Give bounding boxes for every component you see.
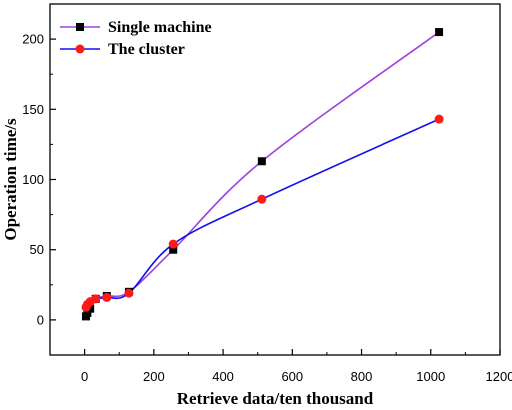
x-tick-label: 400: [212, 369, 234, 384]
series-point-circle: [91, 294, 101, 304]
series-point-circle: [434, 114, 444, 124]
series-point-square: [169, 245, 178, 254]
x-tick-label: 0: [81, 369, 88, 384]
legend-marker-circle: [75, 44, 85, 54]
series-point-circle: [168, 239, 178, 249]
legend-marker-square: [76, 23, 84, 31]
series-point-square: [257, 157, 266, 166]
legend-label: Single machine: [108, 19, 212, 36]
x-tick-label: 1200: [486, 369, 512, 384]
series-lines: [85, 31, 440, 317]
series-point-square: [435, 28, 444, 37]
series-markers: [81, 28, 444, 321]
series-point-circle: [124, 288, 134, 298]
legend-label: The cluster: [108, 41, 185, 58]
y-tick-label: 50: [30, 242, 44, 257]
x-tick-label: 200: [143, 369, 165, 384]
series-point-square: [83, 308, 92, 317]
y-axis: 0 50 100 150 200: [22, 3, 56, 356]
x-axis: 0 200 400 600 800 1000 1200: [49, 349, 512, 384]
series-point-circle: [257, 194, 267, 204]
y-tick-label: 100: [22, 172, 44, 187]
series-line-1: [85, 31, 440, 317]
x-axis-title: Retrieve data/ten thousand: [177, 389, 374, 408]
legend: Single machine The cluster: [60, 19, 212, 58]
y-tick-label: 150: [22, 102, 44, 117]
series-point-circle: [102, 292, 112, 302]
y-tick-label: 0: [37, 312, 44, 327]
y-axis-title: Operation time/s: [1, 118, 20, 241]
y-tick-label: 200: [22, 32, 44, 47]
x-tick-label: 1000: [416, 369, 445, 384]
x-tick-label: 800: [351, 369, 373, 384]
series-line-2: [85, 118, 440, 308]
x-tick-label: 600: [281, 369, 303, 384]
